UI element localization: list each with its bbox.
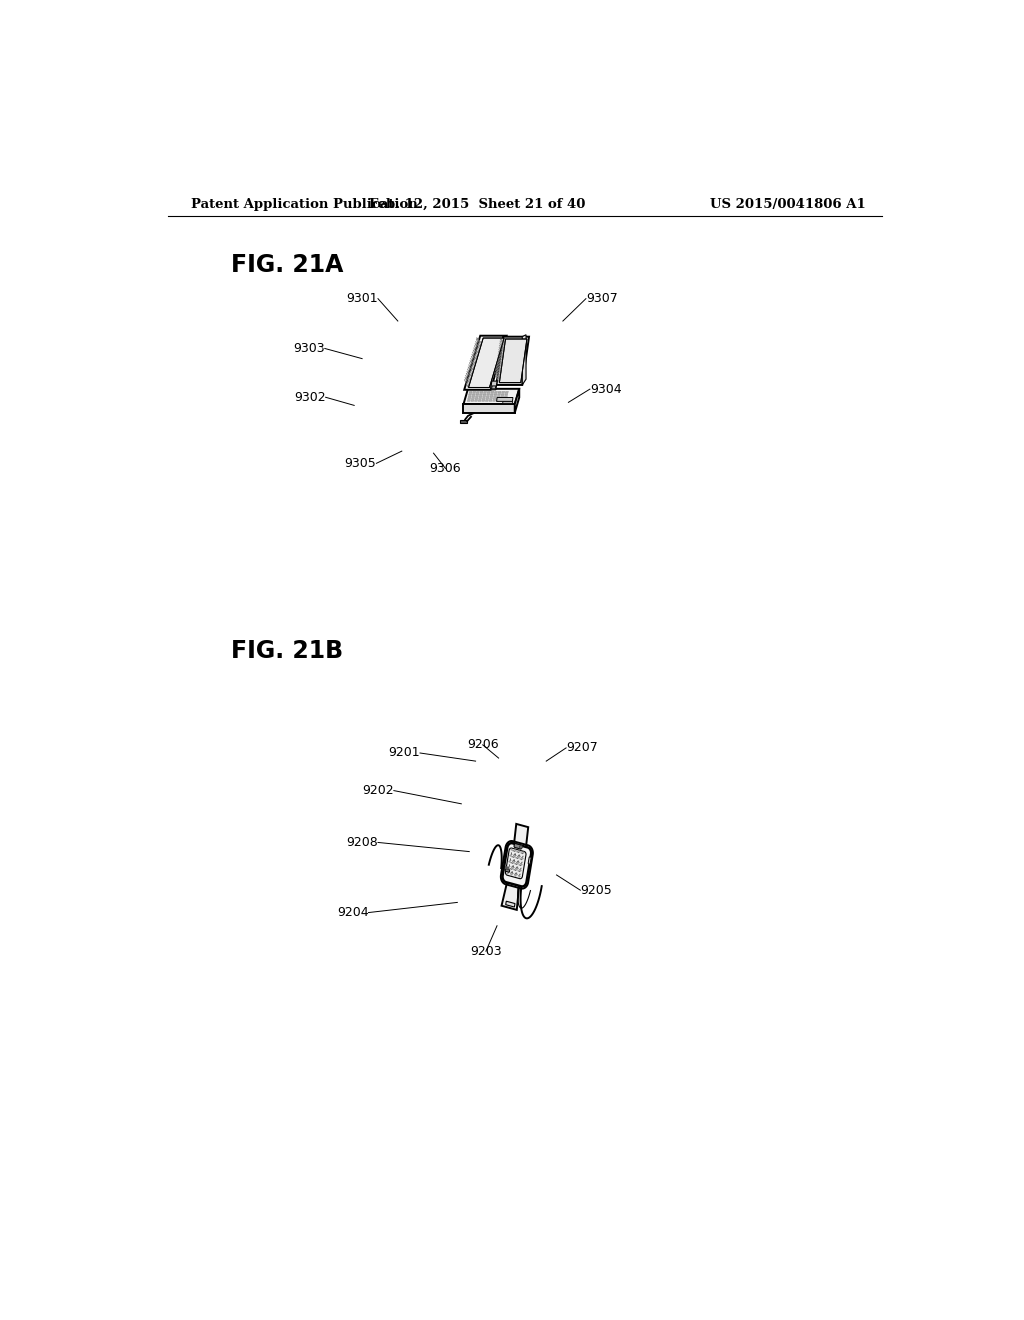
Polygon shape xyxy=(502,882,519,909)
Polygon shape xyxy=(497,396,501,397)
Polygon shape xyxy=(504,396,508,397)
Polygon shape xyxy=(493,397,497,399)
Circle shape xyxy=(519,845,522,849)
Text: 9205: 9205 xyxy=(581,883,612,896)
Text: 9202: 9202 xyxy=(362,784,394,797)
Polygon shape xyxy=(506,902,515,907)
Text: 9304: 9304 xyxy=(590,383,622,396)
Polygon shape xyxy=(464,335,507,389)
Polygon shape xyxy=(469,393,472,395)
Polygon shape xyxy=(485,397,488,399)
Text: 9207: 9207 xyxy=(566,742,598,755)
Polygon shape xyxy=(514,843,522,849)
Text: 9206: 9206 xyxy=(467,738,499,751)
Polygon shape xyxy=(481,400,485,401)
Text: 9301: 9301 xyxy=(346,292,378,305)
Text: Feb. 12, 2015  Sheet 21 of 40: Feb. 12, 2015 Sheet 21 of 40 xyxy=(369,198,586,211)
Polygon shape xyxy=(505,393,508,395)
Text: 9307: 9307 xyxy=(586,292,617,305)
Polygon shape xyxy=(493,400,496,401)
Polygon shape xyxy=(471,400,474,401)
Polygon shape xyxy=(461,420,467,422)
Polygon shape xyxy=(483,393,486,395)
Polygon shape xyxy=(488,400,493,401)
Polygon shape xyxy=(502,391,505,393)
Polygon shape xyxy=(501,397,504,399)
Polygon shape xyxy=(498,391,501,393)
Polygon shape xyxy=(497,337,529,385)
Polygon shape xyxy=(505,869,510,873)
Polygon shape xyxy=(497,400,500,401)
Circle shape xyxy=(520,846,521,847)
Polygon shape xyxy=(472,396,475,397)
Text: 9208: 9208 xyxy=(346,836,378,849)
Polygon shape xyxy=(528,857,531,865)
Polygon shape xyxy=(497,397,513,401)
Text: 9203: 9203 xyxy=(470,945,502,958)
Text: US 2015/0041806 A1: US 2015/0041806 A1 xyxy=(711,198,866,211)
Polygon shape xyxy=(482,397,485,399)
Polygon shape xyxy=(522,335,526,385)
Polygon shape xyxy=(479,393,482,395)
Polygon shape xyxy=(485,400,488,401)
Polygon shape xyxy=(501,393,504,395)
Polygon shape xyxy=(468,397,471,399)
Polygon shape xyxy=(490,391,494,393)
Polygon shape xyxy=(490,393,494,395)
Polygon shape xyxy=(471,397,474,399)
Polygon shape xyxy=(514,824,528,849)
Polygon shape xyxy=(492,385,496,389)
Polygon shape xyxy=(480,391,483,393)
Polygon shape xyxy=(464,404,515,413)
Polygon shape xyxy=(472,393,475,395)
Polygon shape xyxy=(497,397,500,399)
Text: 9204: 9204 xyxy=(337,906,369,919)
Polygon shape xyxy=(478,397,481,399)
Text: 9302: 9302 xyxy=(294,391,326,404)
Polygon shape xyxy=(475,397,478,399)
Polygon shape xyxy=(473,391,476,393)
Polygon shape xyxy=(503,401,513,404)
Polygon shape xyxy=(515,389,519,413)
Polygon shape xyxy=(494,393,497,395)
Polygon shape xyxy=(469,338,504,388)
Polygon shape xyxy=(505,391,508,393)
Text: FIG. 21B: FIG. 21B xyxy=(231,639,343,664)
Text: 9303: 9303 xyxy=(293,342,325,355)
Text: 9306: 9306 xyxy=(430,462,461,475)
Polygon shape xyxy=(479,396,482,397)
Polygon shape xyxy=(495,391,498,393)
Polygon shape xyxy=(504,397,507,399)
Polygon shape xyxy=(474,400,477,401)
Polygon shape xyxy=(476,393,479,395)
Polygon shape xyxy=(506,847,526,879)
Polygon shape xyxy=(482,396,485,397)
Polygon shape xyxy=(489,397,493,399)
Text: Patent Application Publication: Patent Application Publication xyxy=(191,198,418,211)
Polygon shape xyxy=(500,400,503,401)
Polygon shape xyxy=(498,393,501,395)
Polygon shape xyxy=(475,396,478,397)
Polygon shape xyxy=(486,393,489,395)
Polygon shape xyxy=(487,391,490,393)
Polygon shape xyxy=(494,396,497,397)
Polygon shape xyxy=(501,396,504,397)
Polygon shape xyxy=(490,381,497,389)
Polygon shape xyxy=(489,396,493,397)
Text: 9305: 9305 xyxy=(345,457,377,470)
Text: 9201: 9201 xyxy=(388,747,420,759)
Polygon shape xyxy=(476,391,479,393)
Polygon shape xyxy=(500,339,527,383)
Polygon shape xyxy=(468,396,471,397)
Text: FIG. 21A: FIG. 21A xyxy=(231,253,343,277)
Polygon shape xyxy=(483,391,486,393)
Polygon shape xyxy=(467,400,470,401)
Polygon shape xyxy=(469,391,472,393)
Polygon shape xyxy=(478,400,481,401)
Polygon shape xyxy=(486,396,489,397)
Polygon shape xyxy=(504,400,507,401)
Polygon shape xyxy=(464,389,519,404)
Polygon shape xyxy=(503,843,531,887)
